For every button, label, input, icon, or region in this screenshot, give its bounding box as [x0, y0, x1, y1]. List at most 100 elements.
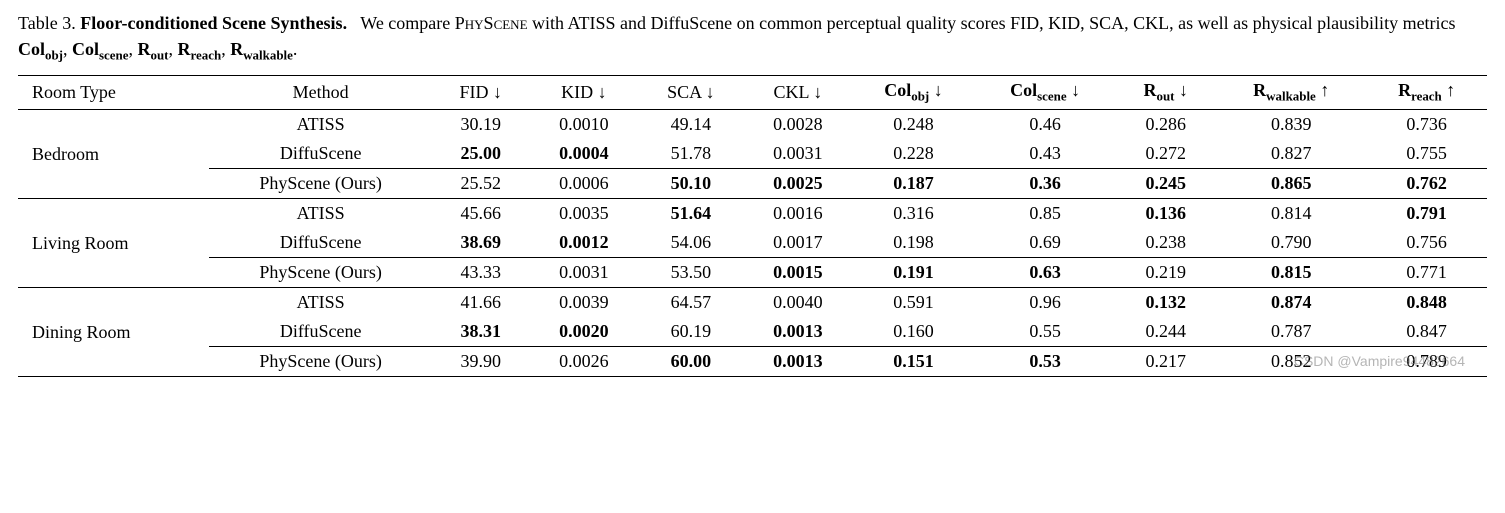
cell-ckl: 0.0017	[744, 228, 853, 258]
cell-rout: 0.217	[1115, 347, 1216, 377]
cell-kid: 0.0012	[530, 228, 639, 258]
cell-colobj: 0.198	[852, 228, 975, 258]
cell-rreach: 0.791	[1366, 199, 1487, 229]
cell-ckl: 0.0040	[744, 288, 853, 318]
caption-m4: Rreach	[178, 39, 222, 59]
col-rreach: Rreach ↑	[1366, 76, 1487, 110]
cell-method: DiffuScene	[209, 228, 432, 258]
cell-sca: 51.78	[638, 139, 743, 169]
cell-sca: 54.06	[638, 228, 743, 258]
cell-fid: 38.69	[432, 228, 530, 258]
cell-rreach: 0.736	[1366, 110, 1487, 140]
cell-kid: 0.0010	[530, 110, 639, 140]
cell-kid: 0.0006	[530, 169, 639, 199]
cell-rwalk: 0.852	[1216, 347, 1366, 377]
cell-rwalk: 0.865	[1216, 169, 1366, 199]
cell-fid: 39.90	[432, 347, 530, 377]
col-fid: FID ↓	[432, 76, 530, 110]
caption-m5: Rwalkable	[230, 39, 293, 59]
cell-kid: 0.0004	[530, 139, 639, 169]
cell-method: PhyScene (Ours)	[209, 258, 432, 288]
cell-colscene: 0.36	[975, 169, 1116, 199]
col-colobj: Colobj ↓	[852, 76, 975, 110]
table-row: DiffuScene38.690.001254.060.00170.1980.6…	[18, 228, 1487, 258]
cell-ckl: 0.0025	[744, 169, 853, 199]
cell-rreach: 0.847	[1366, 317, 1487, 347]
cell-colscene: 0.96	[975, 288, 1116, 318]
cell-colobj: 0.248	[852, 110, 975, 140]
cell-ckl: 0.0016	[744, 199, 853, 229]
cell-method: ATISS	[209, 110, 432, 140]
cell-method: DiffuScene	[209, 317, 432, 347]
cell-rwalk: 0.815	[1216, 258, 1366, 288]
cell-rout: 0.286	[1115, 110, 1216, 140]
room-type: Bedroom	[18, 110, 209, 199]
cell-sca: 53.50	[638, 258, 743, 288]
cell-rreach: 0.755	[1366, 139, 1487, 169]
cell-colobj: 0.187	[852, 169, 975, 199]
table-row: BedroomATISS30.190.001049.140.00280.2480…	[18, 110, 1487, 140]
cell-kid: 0.0026	[530, 347, 639, 377]
table-row: Living RoomATISS45.660.003551.640.00160.…	[18, 199, 1487, 229]
cell-colscene: 0.85	[975, 199, 1116, 229]
cell-rreach: 0.771	[1366, 258, 1487, 288]
cell-rout: 0.244	[1115, 317, 1216, 347]
col-method: Method	[209, 76, 432, 110]
cell-colobj: 0.591	[852, 288, 975, 318]
cell-rout: 0.136	[1115, 199, 1216, 229]
cell-rout: 0.219	[1115, 258, 1216, 288]
table-row-ours: PhyScene (Ours)43.330.003153.500.00150.1…	[18, 258, 1487, 288]
cell-colobj: 0.191	[852, 258, 975, 288]
cell-rreach: 0.848	[1366, 288, 1487, 318]
cell-colobj: 0.316	[852, 199, 975, 229]
cell-method: PhyScene (Ours)	[209, 347, 432, 377]
table-row: DiffuScene38.310.002060.190.00130.1600.5…	[18, 317, 1487, 347]
cell-rout: 0.132	[1115, 288, 1216, 318]
cell-rout: 0.245	[1115, 169, 1216, 199]
cell-rwalk: 0.874	[1216, 288, 1366, 318]
cell-rwalk: 0.814	[1216, 199, 1366, 229]
col-room: Room Type	[18, 76, 209, 110]
table-header-row: Room Type Method FID ↓ KID ↓ SCA ↓ CKL ↓…	[18, 76, 1487, 110]
results-table: Room Type Method FID ↓ KID ↓ SCA ↓ CKL ↓…	[18, 75, 1487, 377]
col-rwalk: Rwalkable ↑	[1216, 76, 1366, 110]
room-type: Dining Room	[18, 288, 209, 377]
caption-label: Table 3.	[18, 13, 76, 33]
cell-sca: 64.57	[638, 288, 743, 318]
cell-rreach: 0.789	[1366, 347, 1487, 377]
caption-m1: Colobj	[18, 39, 63, 59]
cell-colobj: 0.228	[852, 139, 975, 169]
cell-colscene: 0.63	[975, 258, 1116, 288]
cell-kid: 0.0020	[530, 317, 639, 347]
caption-body-mid: with ATISS and DiffuScene on common perc…	[528, 13, 1456, 33]
cell-fid: 30.19	[432, 110, 530, 140]
cell-fid: 25.52	[432, 169, 530, 199]
cell-sca: 49.14	[638, 110, 743, 140]
cell-rwalk: 0.839	[1216, 110, 1366, 140]
cell-ckl: 0.0015	[744, 258, 853, 288]
cell-colscene: 0.43	[975, 139, 1116, 169]
cell-kid: 0.0039	[530, 288, 639, 318]
col-colscene: Colscene ↓	[975, 76, 1116, 110]
cell-rreach: 0.756	[1366, 228, 1487, 258]
cell-fid: 43.33	[432, 258, 530, 288]
cell-rout: 0.272	[1115, 139, 1216, 169]
cell-fid: 38.31	[432, 317, 530, 347]
cell-rwalk: 0.790	[1216, 228, 1366, 258]
cell-sca: 50.10	[638, 169, 743, 199]
cell-rreach: 0.762	[1366, 169, 1487, 199]
caption-m2: Colscene	[72, 39, 129, 59]
col-sca: SCA ↓	[638, 76, 743, 110]
cell-ckl: 0.0028	[744, 110, 853, 140]
table-row-ours: PhyScene (Ours)39.900.002660.000.00130.1…	[18, 347, 1487, 377]
cell-sca: 60.19	[638, 317, 743, 347]
col-rout: Rout ↓	[1115, 76, 1216, 110]
caption-method: PhyScene	[455, 13, 528, 33]
cell-method: ATISS	[209, 199, 432, 229]
table-row-ours: PhyScene (Ours)25.520.000650.100.00250.1…	[18, 169, 1487, 199]
table-row: Dining RoomATISS41.660.003964.570.00400.…	[18, 288, 1487, 318]
cell-fid: 41.66	[432, 288, 530, 318]
cell-fid: 25.00	[432, 139, 530, 169]
cell-colscene: 0.69	[975, 228, 1116, 258]
cell-method: PhyScene (Ours)	[209, 169, 432, 199]
